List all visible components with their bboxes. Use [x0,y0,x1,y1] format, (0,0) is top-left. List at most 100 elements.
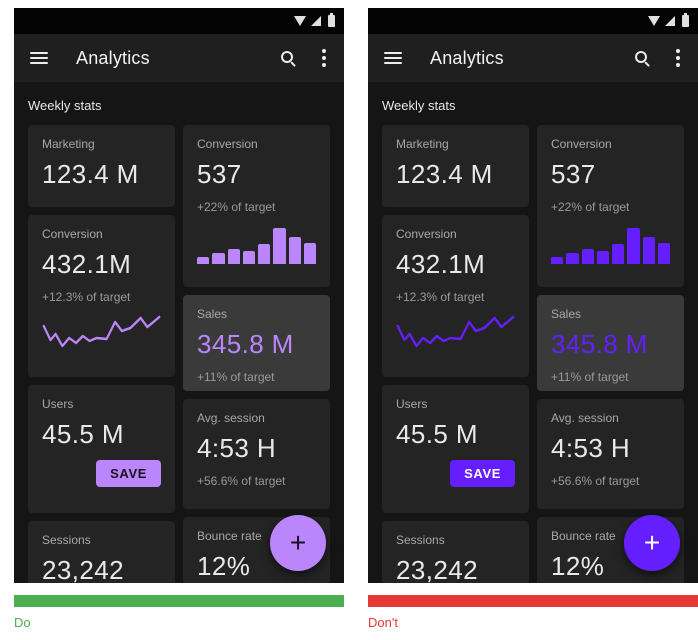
bar [303,243,316,264]
bar [212,253,225,264]
save-button[interactable]: SAVE [96,460,161,487]
card-conversion-line[interactable]: Conversion 432.1M +12.3% of target [28,215,175,377]
wifi-icon [648,16,660,26]
card-grid: Marketing 123.4 M Conversion 432.1M +12.… [28,125,330,583]
card-delta: +22% of target [197,200,276,214]
status-bar [14,8,344,34]
card-sales[interactable]: Sales 345.8 M +11% of target [183,295,330,391]
card-label: Sales [551,307,582,321]
do-label: Do [14,615,31,630]
card-marketing[interactable]: Marketing 123.4 M [382,125,529,207]
plus-icon: + [289,527,307,558]
dont-phone-screen: Analytics Weekly stats Marketing 123.4 M… [368,8,698,583]
bar [288,237,301,264]
do-column: Analytics Weekly stats Marketing 123.4 M… [14,8,344,630]
fab-add-button[interactable]: + [624,515,680,571]
battery-icon [328,13,335,27]
card-users[interactable]: Users 45.5 M SAVE [28,385,175,513]
save-button[interactable]: SAVE [450,460,515,487]
bar [642,237,655,264]
card-value: 537 [551,159,596,189]
card-delta: +11% of target [551,370,629,384]
app-bar: Analytics [14,34,344,82]
battery-icon [682,13,689,27]
card-value: 45.5 M [396,419,478,449]
card-value: 4:53 H [197,433,277,463]
card-sessions[interactable]: Sessions 23,242 [28,521,175,583]
card-marketing[interactable]: Marketing 123.4 M [28,125,175,207]
menu-icon[interactable] [384,52,402,64]
card-delta: +56.6% of target [197,474,286,488]
bar [581,249,594,264]
card-conversion-bar[interactable]: Conversion 537 +22% of target [537,125,684,287]
content-area: Weekly stats Marketing 123.4 M Conversio… [14,82,344,583]
card-label: Marketing [42,137,95,151]
card-value: 4:53 H [551,433,631,463]
bar [551,257,564,264]
status-bar [368,8,698,34]
card-value: 123.4 M [42,159,139,189]
bar [627,228,640,264]
bar [258,244,271,264]
card-value: 45.5 M [42,419,124,449]
do-indicator-bar [14,595,344,607]
card-label: Users [396,397,428,411]
card-value: 537 [197,159,242,189]
bar [197,257,210,264]
wifi-icon [294,16,306,26]
card-label: Conversion [42,227,103,241]
app-bar: Analytics [368,34,698,82]
overflow-menu-icon[interactable] [674,47,682,69]
card-value: 12% [197,551,251,581]
card-avg-session[interactable]: Avg. session 4:53 H +56.6% of target [183,399,330,509]
card-value: 23,242 [42,555,124,583]
dont-indicator-bar [368,595,698,607]
grid-column-left: Marketing 123.4 M Conversion 432.1M +12.… [382,125,529,583]
overflow-menu-icon[interactable] [320,47,328,69]
content-area: Weekly stats Marketing 123.4 M Conversio… [368,82,698,583]
card-label: Sessions [396,533,445,547]
card-conversion-line[interactable]: Conversion 432.1M +12.3% of target [382,215,529,377]
card-label: Sessions [42,533,91,547]
card-sales[interactable]: Sales 345.8 M +11% of target [537,295,684,391]
app-title: Analytics [430,47,504,68]
do-phone-screen: Analytics Weekly stats Marketing 123.4 M… [14,8,344,583]
line-chart [396,315,515,348]
card-label: Users [42,397,74,411]
search-icon[interactable] [280,50,296,66]
signal-icon [665,16,675,26]
card-delta: +11% of target [197,370,275,384]
signal-icon [311,16,321,26]
card-value: 345.8 M [551,329,648,359]
bar-chart [551,226,670,264]
card-label: Bounce rate [197,529,262,543]
card-value: 23,242 [396,555,478,583]
card-sessions[interactable]: Sessions 23,242 [382,521,529,583]
bar [273,228,286,264]
card-label: Conversion [396,227,457,241]
card-label: Avg. session [197,411,265,425]
card-value: 345.8 M [197,329,294,359]
menu-icon[interactable] [30,52,48,64]
plus-icon: + [643,527,661,558]
card-value: 432.1M [396,249,486,279]
card-users[interactable]: Users 45.5 M SAVE [382,385,529,513]
card-label: Bounce rate [551,529,616,543]
card-label: Marketing [396,137,449,151]
card-delta: +12.3% of target [42,290,131,304]
card-label: Conversion [551,137,612,151]
grid-column-right: Conversion 537 +22% of target Sales 345.… [537,125,684,583]
card-delta: +12.3% of target [396,290,485,304]
fab-add-button[interactable]: + [270,515,326,571]
card-label: Avg. session [551,411,619,425]
bar [657,243,670,264]
bar [596,251,609,264]
search-icon[interactable] [634,50,650,66]
bar [227,249,240,264]
card-avg-session[interactable]: Avg. session 4:53 H +56.6% of target [537,399,684,509]
bar [242,251,255,264]
grid-column-right: Conversion 537 +22% of target Sales 345.… [183,125,330,583]
card-label: Sales [197,307,228,321]
card-conversion-bar[interactable]: Conversion 537 +22% of target [183,125,330,287]
